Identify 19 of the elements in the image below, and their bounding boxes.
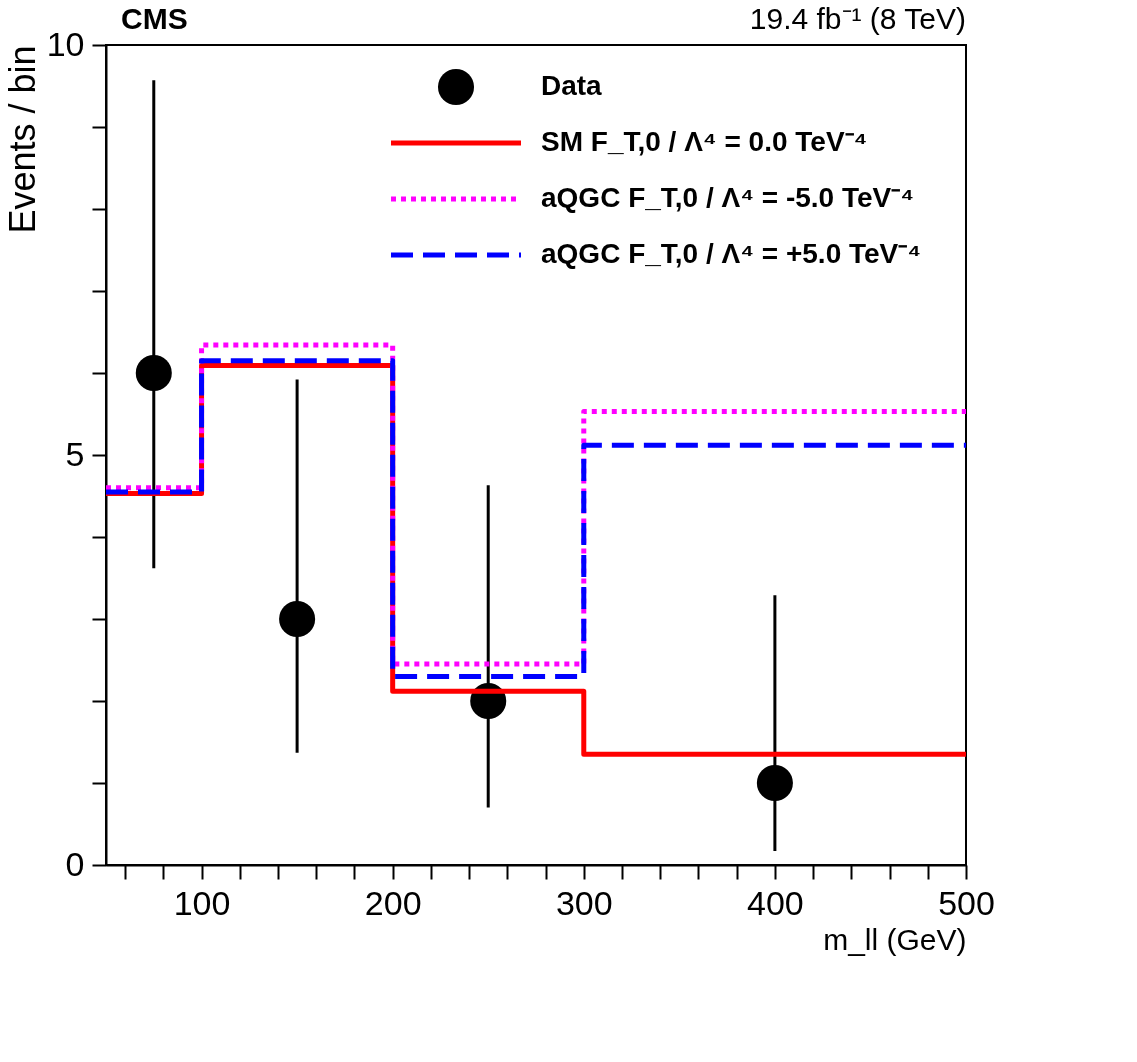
legend-label: SM F_T,0 / Λ⁴ = 0.0 TeV⁻⁴: [541, 126, 868, 157]
chart-title: CMS: [121, 2, 188, 35]
point: [135, 355, 172, 391]
point: [279, 601, 316, 637]
x-axis-title: m_ll (GeV): [823, 922, 967, 956]
y-axis-title: Events / bin: [1, 45, 43, 234]
x-tick-label: 100: [173, 883, 231, 922]
legend-label: Data: [541, 70, 603, 101]
x-tick-label: 200: [364, 883, 422, 922]
x-tick-label: 500: [938, 883, 995, 922]
x-tick-label: 300: [555, 883, 613, 922]
x-tick-label: 400: [747, 883, 804, 922]
y-tick-label: 5: [65, 434, 85, 473]
y-tick-label: 0: [65, 844, 85, 883]
legend-label: aQGC F_T,0 / Λ⁴ = +5.0 TeV⁻⁴: [541, 238, 922, 269]
chart-subtitle: 19.4 fb⁻¹ (8 TeV): [749, 2, 966, 35]
y-tick-label: 10: [46, 24, 85, 63]
legend-label: aQGC F_T,0 / Λ⁴ = -5.0 TeV⁻⁴: [541, 182, 915, 213]
point: [756, 765, 793, 801]
